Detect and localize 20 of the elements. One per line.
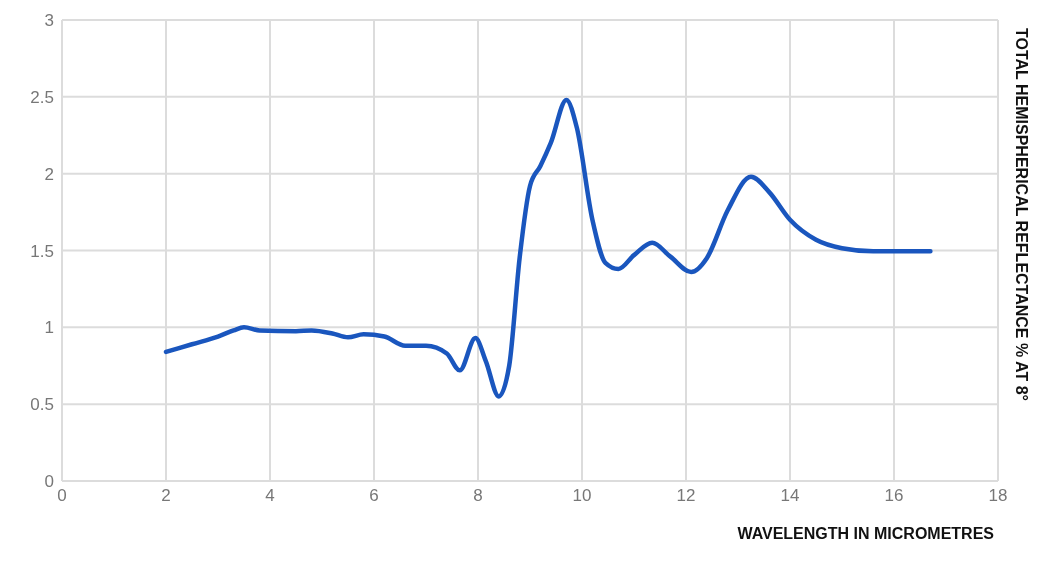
y-tick-label: 0.5 [30,395,54,415]
x-tick-label: 16 [884,486,904,506]
y-tick-label: 3 [44,11,54,31]
x-tick-label: 4 [265,486,275,506]
y-tick-label: 1 [44,318,54,338]
y-axis-title: TOTAL HEMISPHERICAL REFLECTANCE % AT 8° [1012,28,1030,401]
x-tick-label: 0 [57,486,67,506]
x-tick-label: 10 [572,486,592,506]
x-tick-label: 8 [473,486,483,506]
y-tick-label: 0 [44,472,54,492]
x-tick-label: 18 [988,486,1008,506]
y-tick-label: 2.5 [30,87,54,107]
line-series [163,97,933,399]
x-axis-title: WAVELENGTH IN MICROMETRES [737,525,995,542]
x-tick-label: 2 [161,486,171,506]
y-tick-label: 1.5 [30,241,54,261]
y-tick-label: 2 [44,164,54,184]
x-tick-label: 14 [780,486,800,506]
x-tick-label: 12 [676,486,696,506]
x-tick-label: 6 [369,486,379,506]
